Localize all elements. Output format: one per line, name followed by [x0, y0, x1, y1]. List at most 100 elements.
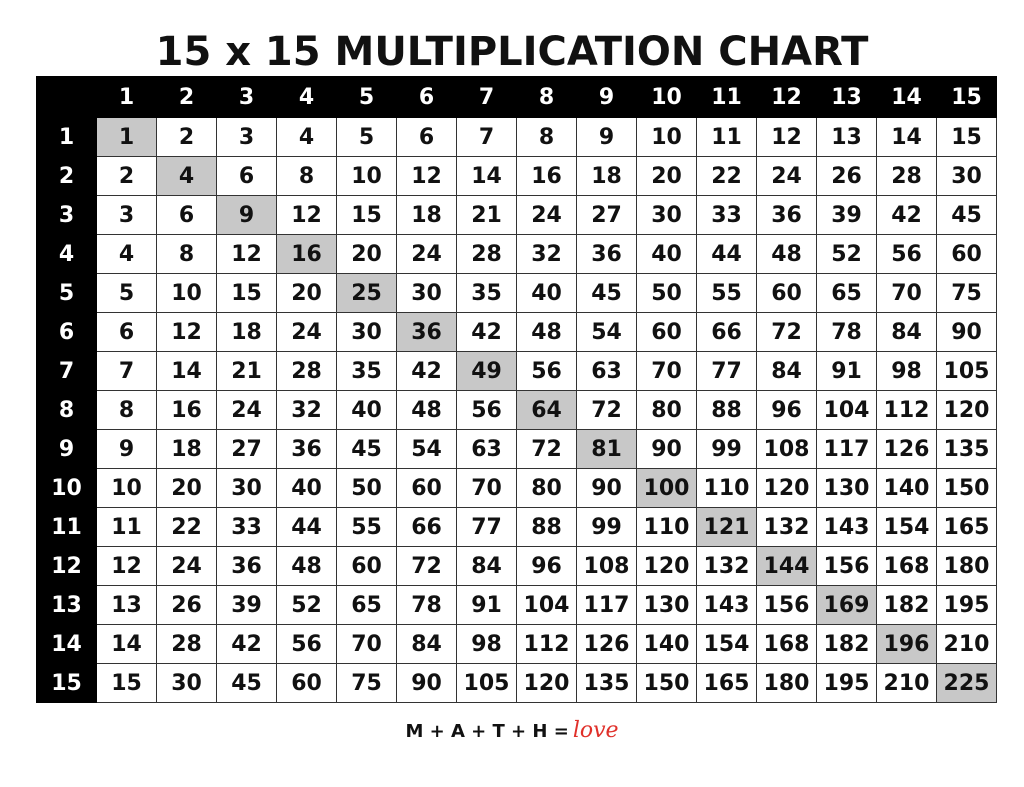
cell: 1	[96, 117, 157, 157]
cell: 10	[336, 156, 397, 196]
table-row: 8 8 16 24 32 40 48 56 64 72 80 88 96 104 112 120	[36, 390, 997, 430]
cell: 42	[396, 351, 457, 391]
cell: 54	[396, 429, 457, 469]
cell: 56	[456, 390, 517, 430]
cell: 98	[456, 624, 517, 664]
table-row: 7 7 14 21 28 35 42 49 56 63 70 77 84 91 98 105	[36, 351, 997, 391]
cell: 60	[336, 546, 397, 586]
cell: 120	[936, 390, 997, 430]
cell: 100	[636, 468, 697, 508]
column-header: 13	[816, 76, 877, 118]
cell: 6	[156, 195, 217, 235]
cell: 90	[636, 429, 697, 469]
corner-cell	[36, 76, 97, 118]
cell: 35	[456, 273, 517, 313]
cell: 80	[636, 390, 697, 430]
cell: 150	[636, 663, 697, 703]
cell: 10	[96, 468, 157, 508]
cell: 11	[96, 507, 157, 547]
cell: 24	[156, 546, 217, 586]
cell: 56	[276, 624, 337, 664]
cell: 132	[756, 507, 817, 547]
cell: 60	[396, 468, 457, 508]
multiplication-table: 1 2 3 4 5 6 7 8 9 10 11 12 13 14 15 1 1 2 3 4 5 6 7 8 9 10 11 12 13 1…	[36, 76, 997, 703]
cell: 12	[276, 195, 337, 235]
cell: 4	[156, 156, 217, 196]
cell: 60	[636, 312, 697, 352]
cell: 84	[876, 312, 937, 352]
cell: 40	[636, 234, 697, 274]
cell: 65	[336, 585, 397, 625]
cell: 40	[276, 468, 337, 508]
cell: 110	[636, 507, 697, 547]
cell: 88	[696, 390, 757, 430]
table-row: 9 9 18 27 36 45 54 63 72 81 90 99 108 117 126 135	[36, 429, 997, 469]
table-row: 12 12 24 36 48 60 72 84 96 108 120 132 144 156 168 180	[36, 546, 997, 586]
cell: 143	[816, 507, 877, 547]
row-header: 12	[36, 546, 97, 586]
cell: 50	[336, 468, 397, 508]
cell: 52	[816, 234, 877, 274]
cell: 64	[516, 390, 577, 430]
cell: 40	[516, 273, 577, 313]
cell: 14	[876, 117, 937, 157]
cell: 7	[456, 117, 517, 157]
cell: 84	[396, 624, 457, 664]
table-row: 6 6 12 18 24 30 36 42 48 54 60 66 72 78 84 90	[36, 312, 997, 352]
cell: 90	[576, 468, 637, 508]
cell: 120	[636, 546, 697, 586]
cell: 112	[876, 390, 937, 430]
footer-script: love	[572, 718, 619, 743]
cell: 168	[876, 546, 937, 586]
cell: 36	[216, 546, 277, 586]
cell: 5	[96, 273, 157, 313]
cell: 42	[456, 312, 517, 352]
cell: 12	[756, 117, 817, 157]
cell: 63	[576, 351, 637, 391]
cell: 117	[576, 585, 637, 625]
cell: 156	[816, 546, 877, 586]
cell: 12	[216, 234, 277, 274]
header-row: 1 2 3 4 5 6 7 8 9 10 11 12 13 14 15	[36, 76, 997, 118]
cell: 28	[876, 156, 937, 196]
row-header: 7	[36, 351, 97, 391]
cell: 18	[156, 429, 217, 469]
cell: 48	[516, 312, 577, 352]
cell: 20	[636, 156, 697, 196]
cell: 14	[156, 351, 217, 391]
table-row: 11 11 22 33 44 55 66 77 88 99 110 121 132 143 154 165	[36, 507, 997, 547]
cell: 81	[576, 429, 637, 469]
cell: 45	[936, 195, 997, 235]
table-row: 1 1 2 3 4 5 6 7 8 9 10 11 12 13 14 15	[36, 117, 997, 157]
cell: 27	[216, 429, 277, 469]
cell: 4	[96, 234, 157, 274]
cell: 195	[936, 585, 997, 625]
table-row: 13 13 26 39 52 65 78 91 104 117 130 143 156 169 182 195	[36, 585, 997, 625]
cell: 8	[516, 117, 577, 157]
column-header: 5	[336, 76, 397, 118]
cell: 36	[756, 195, 817, 235]
cell: 120	[756, 468, 817, 508]
cell: 25	[336, 273, 397, 313]
cell: 3	[96, 195, 157, 235]
cell: 18	[216, 312, 277, 352]
cell: 135	[936, 429, 997, 469]
cell: 72	[516, 429, 577, 469]
title: 15 x 15 MULTIPLICATION CHART	[155, 29, 869, 75]
cell: 91	[456, 585, 517, 625]
cell: 90	[396, 663, 457, 703]
cell: 13	[96, 585, 157, 625]
row-header: 1	[36, 117, 97, 157]
cell: 7	[96, 351, 157, 391]
cell: 112	[516, 624, 577, 664]
cell: 9	[576, 117, 637, 157]
cell: 6	[216, 156, 277, 196]
cell: 30	[156, 663, 217, 703]
cell: 105	[456, 663, 517, 703]
cell: 28	[156, 624, 217, 664]
cell: 60	[936, 234, 997, 274]
cell: 26	[156, 585, 217, 625]
cell: 154	[696, 624, 757, 664]
cell: 56	[876, 234, 937, 274]
